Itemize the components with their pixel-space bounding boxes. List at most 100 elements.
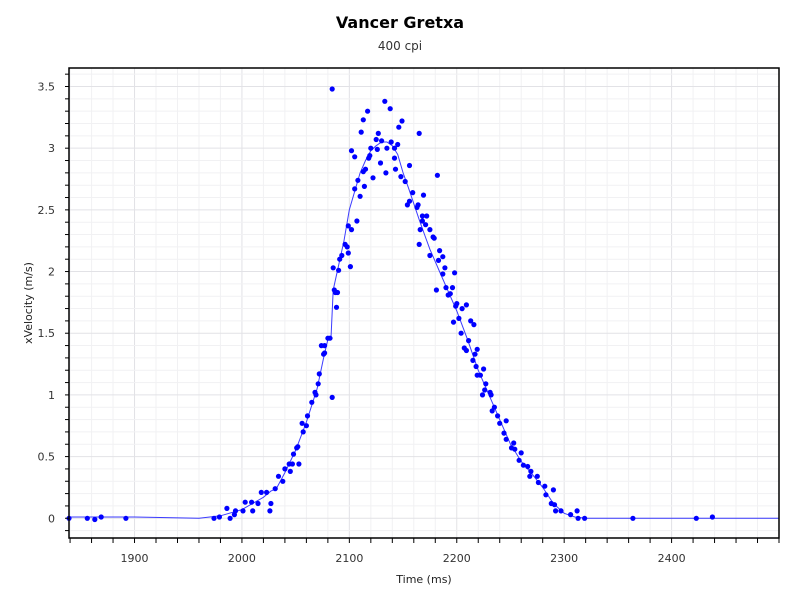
data-point (345, 250, 351, 256)
x-tick-label: 2400 (658, 552, 686, 565)
data-point (211, 515, 217, 521)
data-point (447, 291, 453, 297)
data-point (472, 351, 478, 357)
data-point (575, 515, 581, 521)
data-point (255, 500, 261, 507)
data-point (84, 515, 90, 521)
data-point (528, 468, 534, 474)
plot-frame (68, 67, 780, 539)
data-point (503, 418, 509, 424)
data-point (290, 451, 297, 457)
data-point (709, 514, 716, 520)
x-tick-label: 2100 (335, 552, 363, 565)
data-point (382, 98, 388, 104)
data-point (518, 450, 524, 456)
data-point (479, 392, 486, 398)
y-tick-label: 2 (48, 266, 55, 279)
data-point (384, 145, 390, 151)
data-point (373, 136, 379, 143)
data-point (419, 213, 425, 219)
data-point (693, 515, 699, 521)
data-point (354, 218, 360, 224)
data-point (553, 508, 559, 514)
data-point (489, 408, 495, 414)
data-point (417, 227, 423, 233)
data-point (123, 515, 129, 521)
data-point (299, 420, 305, 426)
data-point (370, 175, 376, 181)
data-point (391, 155, 398, 161)
data-point (449, 285, 456, 291)
data-point (289, 461, 295, 467)
data-point (250, 508, 256, 514)
data-point (352, 186, 358, 192)
data-point (398, 174, 404, 180)
data-point (329, 394, 335, 400)
data-point (352, 154, 358, 160)
data-point (488, 392, 494, 398)
data-point (431, 235, 437, 241)
data-point (434, 172, 440, 178)
data-point (481, 366, 487, 372)
data-point (264, 489, 270, 495)
data-point (272, 486, 278, 492)
data-point (511, 440, 517, 446)
data-point (374, 146, 380, 152)
data-point (440, 254, 446, 260)
y-axis-label: xVelocity (m/s) (22, 262, 35, 344)
data-point (242, 499, 248, 505)
y-axis: 0 0.5 1 1.5 2 2.5 3 3.5 (38, 73, 69, 532)
x-axis: 1900 2000 2100 2200 2300 2400 (69, 538, 780, 565)
data-point (365, 108, 371, 114)
data-point (240, 508, 246, 514)
chart-subtitle: 400 cpi (378, 39, 422, 53)
data-point (313, 392, 319, 398)
data-point (395, 141, 401, 148)
data-point (433, 287, 439, 293)
data-point (366, 155, 372, 161)
data-point (258, 489, 264, 495)
data-point (348, 227, 355, 233)
data-point (336, 267, 342, 273)
data-point (427, 227, 433, 233)
data-point (232, 508, 239, 514)
data-point (410, 190, 416, 196)
data-point (358, 129, 364, 135)
data-point (443, 285, 449, 291)
data-point (361, 183, 367, 189)
data-point (249, 499, 255, 505)
data-point (377, 160, 384, 166)
data-point (550, 487, 557, 493)
data-point (309, 399, 315, 405)
data-point (360, 117, 366, 123)
x-tick-label: 2000 (228, 552, 256, 565)
data-point (423, 222, 429, 228)
data-point (333, 304, 340, 310)
data-point (463, 347, 469, 354)
data-point (453, 303, 459, 309)
data-point (456, 315, 462, 321)
data-point (582, 515, 588, 521)
data-point (474, 346, 480, 352)
data-point (463, 302, 469, 308)
data-point (406, 162, 413, 169)
data-point (316, 371, 322, 377)
y-tick-label: 1 (48, 389, 55, 402)
data-point (482, 387, 488, 393)
data-point (304, 413, 311, 419)
data-point (495, 413, 501, 419)
x-axis-label: Time (ms) (395, 573, 451, 586)
data-point (399, 118, 405, 124)
data-point (535, 479, 542, 486)
data-point (527, 473, 533, 479)
data-point (458, 330, 464, 336)
data-point (357, 193, 363, 199)
chart-title: Vancer Gretxa (336, 13, 464, 32)
data-point (303, 423, 309, 429)
data-point (525, 463, 531, 470)
data-point (574, 508, 580, 514)
data-point (275, 473, 282, 479)
data-point (388, 139, 394, 145)
data-point (345, 223, 351, 229)
data-point (327, 335, 333, 341)
